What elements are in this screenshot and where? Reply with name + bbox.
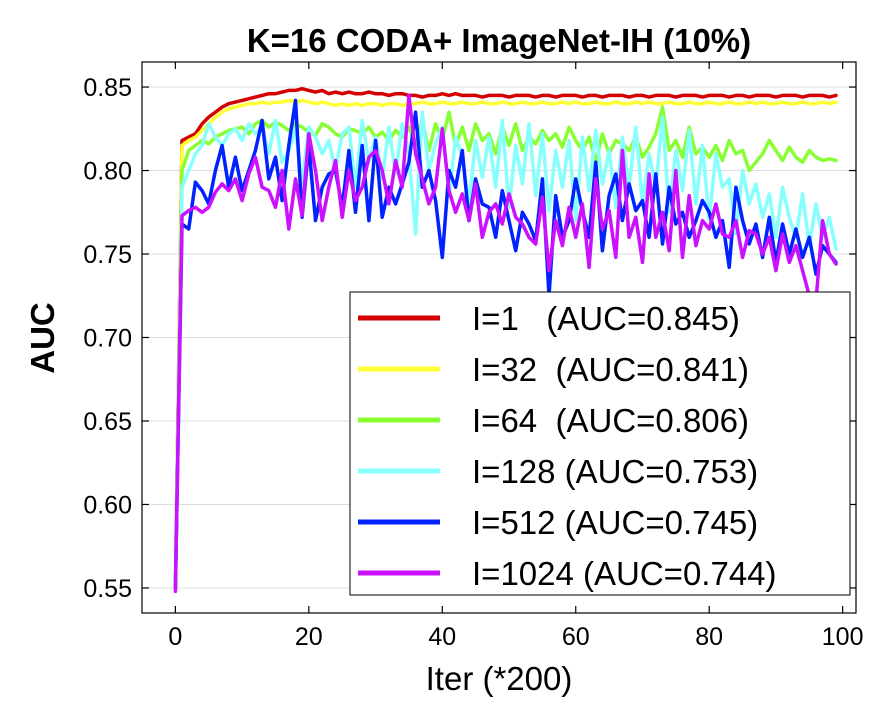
x-tick-label: 20 (295, 623, 323, 651)
y-tick-label: 0.55 (83, 575, 132, 603)
legend-items: I=1 (AUC=0.845) I=32 (AUC=0.841) I=64 (AUC… (358, 300, 777, 592)
series-line-1 (173, 86, 838, 590)
series-line-4 (173, 110, 838, 590)
y-tick-label: 0.70 (83, 325, 132, 353)
legend: I=1 (AUC=0.845) I=32 (AUC=0.841) I=64 (AUC… (349, 291, 851, 596)
x-tick-label: 80 (695, 623, 723, 651)
legend-box (349, 291, 851, 596)
y-tick-label: 0.60 (83, 491, 132, 519)
legend-label: I=128 (AUC=0.753) (472, 453, 758, 490)
y-tick-label: 0.75 (83, 241, 132, 269)
y-tick-label: 0.65 (83, 408, 132, 436)
legend-label: I=512 (AUC=0.745) (472, 504, 758, 541)
y-tick-label: 0.80 (83, 158, 132, 186)
chart-title: K=16 CODA+ ImageNet-IH (10%) (247, 22, 751, 59)
series-line-2 (173, 98, 838, 590)
y-axis-label: AUC (24, 302, 61, 374)
legend-label: I=1024 (AUC=0.744) (472, 555, 777, 592)
legend-label: I=64 (AUC=0.806) (472, 402, 749, 439)
series-lines (173, 86, 838, 594)
legend-label: I=32 (AUC=0.841) (472, 351, 749, 388)
series-line-3 (173, 105, 838, 590)
x-tick-label: 40 (428, 623, 456, 651)
x-tick-label: 0 (168, 623, 182, 651)
legend-label: I=1 (AUC=0.845) (472, 300, 740, 337)
y-tick-label: 0.85 (83, 74, 132, 102)
x-tick-label: 100 (822, 623, 864, 651)
x-tick-label: 60 (562, 623, 590, 651)
axis-ticks: 0.55 0.60 0.65 0.70 0.75 0.80 0.85 0 20 40 60 80 100 (83, 62, 864, 651)
series-line-6 (173, 93, 838, 594)
x-axis-label: Iter (*200) (426, 660, 573, 697)
